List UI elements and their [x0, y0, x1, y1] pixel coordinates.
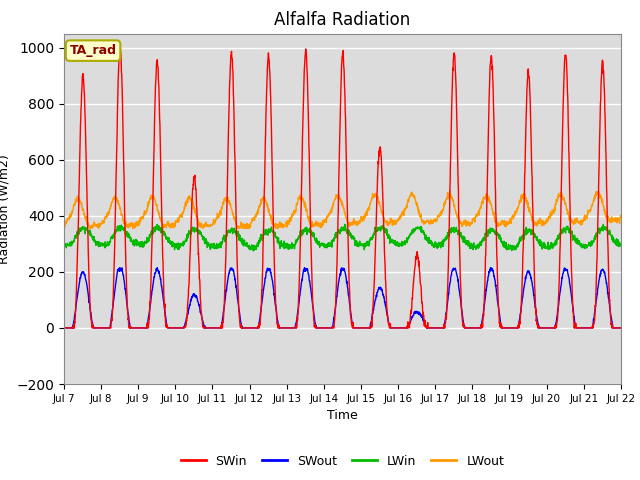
SWout — [617, 325, 625, 331]
SWin — [371, 268, 378, 274]
Title: Alfalfa Radiation: Alfalfa Radiation — [275, 11, 410, 29]
SWin — [116, 42, 124, 48]
LWin — [359, 241, 367, 247]
LWin — [584, 244, 591, 250]
LWout — [617, 213, 625, 218]
SWout — [504, 325, 512, 331]
SWout — [216, 325, 223, 331]
LWout — [504, 222, 512, 228]
SWin — [583, 325, 591, 331]
Line: LWin: LWin — [64, 225, 621, 251]
Legend: SWin, SWout, LWin, LWout: SWin, SWout, LWin, LWout — [175, 450, 509, 473]
Text: TA_rad: TA_rad — [70, 44, 116, 57]
LWout — [86, 226, 93, 231]
LWin — [617, 242, 625, 248]
LWout — [584, 212, 591, 218]
LWin — [341, 222, 349, 228]
X-axis label: Time: Time — [327, 409, 358, 422]
SWin — [504, 325, 512, 331]
LWout — [358, 218, 366, 224]
LWin — [60, 241, 68, 247]
LWin — [568, 229, 575, 235]
Line: SWout: SWout — [64, 268, 621, 328]
SWout — [60, 325, 68, 331]
SWin — [617, 325, 625, 331]
SWout — [358, 325, 366, 331]
SWout — [583, 325, 591, 331]
Y-axis label: Radiation (W/m2): Radiation (W/m2) — [0, 154, 11, 264]
SWout — [371, 300, 378, 306]
SWin — [358, 325, 366, 331]
LWin — [215, 241, 223, 247]
SWin — [216, 325, 223, 331]
SWout — [154, 265, 161, 271]
LWin — [371, 225, 379, 230]
Line: SWin: SWin — [64, 45, 621, 328]
LWin — [250, 248, 257, 254]
SWin — [568, 270, 575, 276]
LWin — [504, 241, 512, 247]
LWout — [568, 219, 575, 225]
LWout — [60, 224, 68, 229]
SWin — [60, 325, 68, 331]
Line: LWout: LWout — [64, 191, 621, 228]
LWout — [216, 211, 223, 217]
SWout — [568, 295, 575, 300]
LWout — [446, 188, 454, 193]
LWout — [371, 191, 378, 197]
